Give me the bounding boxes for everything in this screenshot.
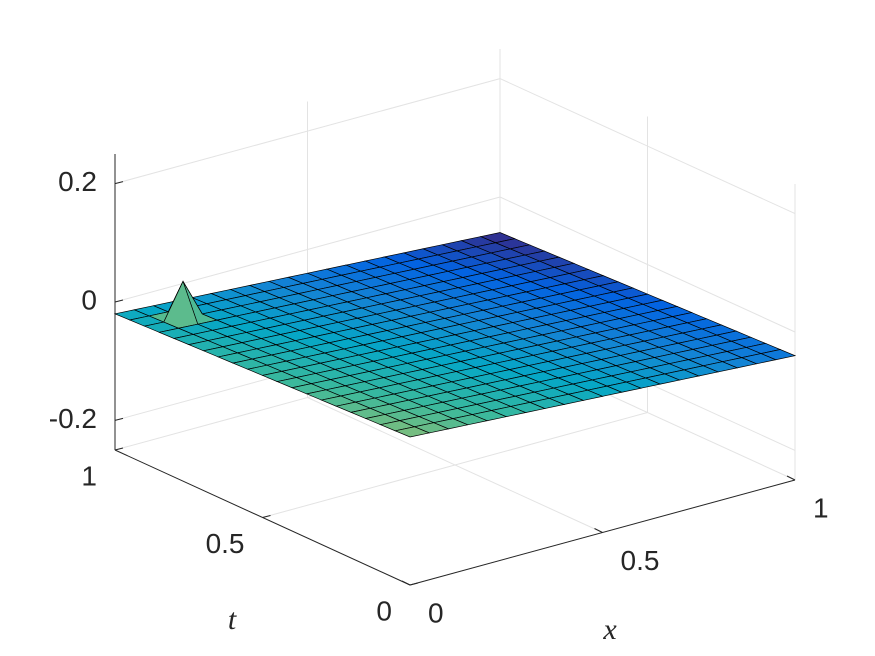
tick-mark	[114, 417, 124, 421]
y-axis-label: t	[228, 603, 237, 636]
grid-line	[499, 196, 796, 333]
tick-mark	[262, 515, 271, 518]
tick-mark	[401, 580, 411, 586]
z-tick-label: -0.2	[49, 403, 97, 434]
y-tick-label: 1	[81, 460, 97, 491]
tick-mark	[114, 181, 124, 185]
grid-line	[499, 78, 796, 215]
tick-mark	[594, 528, 603, 533]
x-axis-label: x	[602, 613, 617, 646]
grid-line	[262, 412, 648, 518]
tick-mark	[114, 447, 124, 451]
tick-mark	[409, 582, 419, 586]
y-tick-label: 0	[376, 595, 392, 626]
y-tick-label: 0.5	[206, 528, 245, 559]
grid-line	[114, 196, 501, 303]
x-tick-label: 0	[428, 597, 444, 628]
z-tick-label: 0.2	[58, 166, 97, 197]
x-tick-label: 1	[813, 492, 829, 523]
tick-mark	[114, 299, 124, 303]
tick-mark	[786, 475, 796, 481]
x-tick-label: 0.5	[621, 545, 660, 576]
grid-line	[114, 78, 501, 185]
z-tick-label: 0	[81, 284, 97, 315]
surface-cell	[394, 426, 431, 438]
